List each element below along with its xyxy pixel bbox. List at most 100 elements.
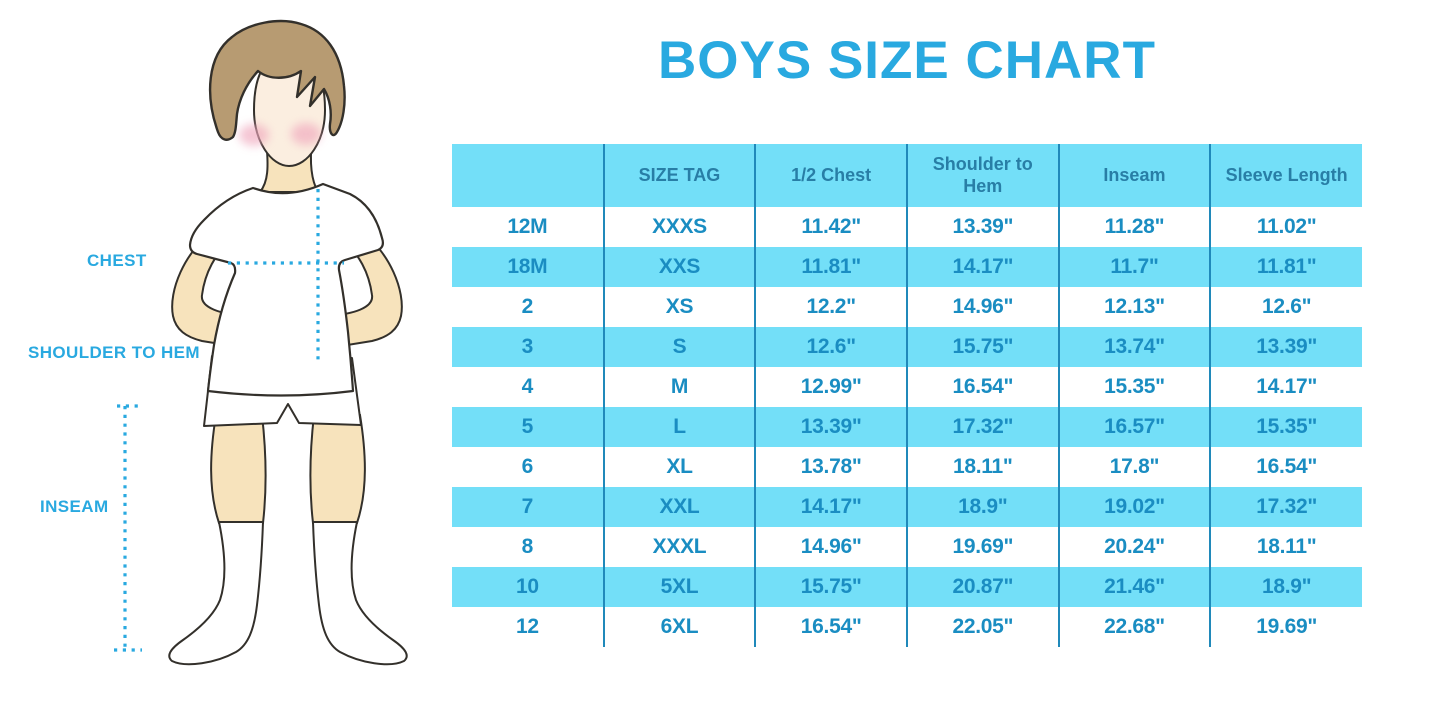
measurement-cell: 22.68" (1058, 607, 1212, 647)
measurement-cell: 19.69" (906, 527, 1060, 567)
measurement-cell: 19.02" (1058, 487, 1212, 527)
left-sock (168, 521, 265, 666)
row-size-cell: 6 (452, 447, 605, 487)
measurement-cell: 11.02" (1210, 207, 1362, 247)
table-row: 4 M 12.99" 16.54" 15.35" 14.17" (452, 367, 1362, 407)
chest-label: CHEST (87, 251, 147, 270)
measurement-cell: 13.39" (906, 207, 1060, 247)
row-size-cell: 8 (452, 527, 605, 567)
measurement-cell: 13.39" (1210, 327, 1362, 367)
measurement-cell: 14.17" (755, 487, 908, 527)
measurement-cell: 12.6" (755, 327, 908, 367)
hair (208, 19, 346, 141)
inseam-measure-line (114, 404, 142, 652)
measurement-cell: 17.32" (906, 407, 1060, 447)
measurement-cell: 14.17" (906, 247, 1060, 287)
size-table-header: SIZE TAG 1/2 Chest Shoulder to Hem Insea… (452, 144, 1362, 207)
measurement-cell: XXXS (603, 207, 757, 247)
row-size-cell: 18M (452, 247, 605, 287)
measurement-cell: M (603, 367, 757, 407)
t-shirt (188, 182, 384, 397)
right-cheek (291, 123, 321, 145)
measurement-cell: 17.32" (1210, 487, 1362, 527)
measurement-cell: 15.35" (1210, 407, 1362, 447)
header-cell-size (452, 144, 605, 207)
measurement-cell: S (603, 327, 757, 367)
header-cell-shoulder-to-hem: Shoulder to Hem (906, 144, 1060, 207)
header-cell-inseam: Inseam (1058, 144, 1212, 207)
measurement-cell: 18.9" (906, 487, 1060, 527)
measurement-cell: 14.96" (755, 527, 908, 567)
measurement-cell: 6XL (603, 607, 757, 647)
row-size-cell: 4 (452, 367, 605, 407)
measurement-cell: XXXL (603, 527, 757, 567)
measurement-cell: 12.2" (755, 287, 908, 327)
inseam-label: INSEAM (40, 497, 109, 516)
measurement-cell: 15.75" (906, 327, 1060, 367)
measurement-cell: 14.96" (906, 287, 1060, 327)
measurement-cell: 18.9" (1210, 567, 1362, 607)
measurement-cell: 12.13" (1058, 287, 1212, 327)
table-row: 6 XL 13.78" 18.11" 17.8" 16.54" (452, 447, 1362, 487)
left-leg (210, 414, 267, 524)
page-title: BOYS SIZE CHART (658, 31, 1156, 90)
table-row: 2 XS 12.2" 14.96" 12.13" 12.6" (452, 287, 1362, 327)
measurement-cell: 13.78" (755, 447, 908, 487)
table-row: 3 S 12.6" 15.75" 13.74" 13.39" (452, 327, 1362, 367)
measurement-cell: 12.99" (755, 367, 908, 407)
table-row: 18M XXS 11.81" 14.17" 11.7" 11.81" (452, 247, 1362, 287)
row-size-cell: 12 (452, 607, 605, 647)
measurement-cell: 11.81" (1210, 247, 1362, 287)
measurement-cell: 14.17" (1210, 367, 1362, 407)
measurement-cell: 18.11" (1210, 527, 1362, 567)
row-size-cell: 5 (452, 407, 605, 447)
measurement-cell: XXL (603, 487, 757, 527)
measurement-cell: 11.28" (1058, 207, 1212, 247)
header-cell-half-chest: 1/2 Chest (755, 144, 908, 207)
measurement-cell: 11.7" (1058, 247, 1212, 287)
right-sock (311, 521, 408, 666)
measurement-cell: 13.39" (755, 407, 908, 447)
measurement-cell: 16.54" (1210, 447, 1362, 487)
measurement-cell: XL (603, 447, 757, 487)
measurement-cell: 11.81" (755, 247, 908, 287)
measurement-cell: 15.75" (755, 567, 908, 607)
size-table-body: 12M XXXS 11.42" 13.39" 11.28" 11.02" 18M XXS 11.… (452, 207, 1362, 647)
table-row: 12M XXXS 11.42" 13.39" 11.28" 11.02" (452, 207, 1362, 247)
table-row: 5 L 13.39" 17.32" 16.57" 15.35" (452, 407, 1362, 447)
row-size-cell: 7 (452, 487, 605, 527)
boy-illustration: CHEST SHOULDER TO HEM INSEAM (0, 0, 450, 723)
table-row: 10 5XL 15.75" 20.87" 21.46" 18.9" (452, 567, 1362, 607)
row-size-cell: 2 (452, 287, 605, 327)
size-table: SIZE TAG 1/2 Chest Shoulder to Hem Insea… (452, 144, 1362, 647)
header-row: SIZE TAG 1/2 Chest Shoulder to Hem Insea… (452, 144, 1362, 207)
measurement-cell: 11.42" (755, 207, 908, 247)
measurement-cell: 18.11" (906, 447, 1060, 487)
measurement-cell: 12.6" (1210, 287, 1362, 327)
header-cell-size-tag: SIZE TAG (603, 144, 757, 207)
measurement-cell: 22.05" (906, 607, 1060, 647)
header-cell-sleeve-length: Sleeve Length (1210, 144, 1362, 207)
table-row: 8 XXXL 14.96" 19.69" 20.24" 18.11" (452, 527, 1362, 567)
left-cheek (239, 124, 269, 146)
measurement-cell: 13.74" (1058, 327, 1212, 367)
measurement-cell: XS (603, 287, 757, 327)
measurement-cell: 16.54" (755, 607, 908, 647)
measurement-cell: XXS (603, 247, 757, 287)
row-size-cell: 10 (452, 567, 605, 607)
table-row: 12 6XL 16.54" 22.05" 22.68" 19.69" (452, 607, 1362, 647)
shoulder-to-hem-label: SHOULDER TO HEM (28, 343, 200, 362)
measurement-cell: 16.57" (1058, 407, 1212, 447)
measurement-cell: 15.35" (1058, 367, 1212, 407)
measurement-cell: 17.8" (1058, 447, 1212, 487)
measurement-cell: 19.69" (1210, 607, 1362, 647)
measurement-cell: 21.46" (1058, 567, 1212, 607)
table-row: 7 XXL 14.17" 18.9" 19.02" 17.32" (452, 487, 1362, 527)
measurement-cell: L (603, 407, 757, 447)
row-size-cell: 3 (452, 327, 605, 367)
measurement-cell: 20.87" (906, 567, 1060, 607)
row-size-cell: 12M (452, 207, 605, 247)
right-leg (309, 414, 366, 524)
measurement-cell: 5XL (603, 567, 757, 607)
